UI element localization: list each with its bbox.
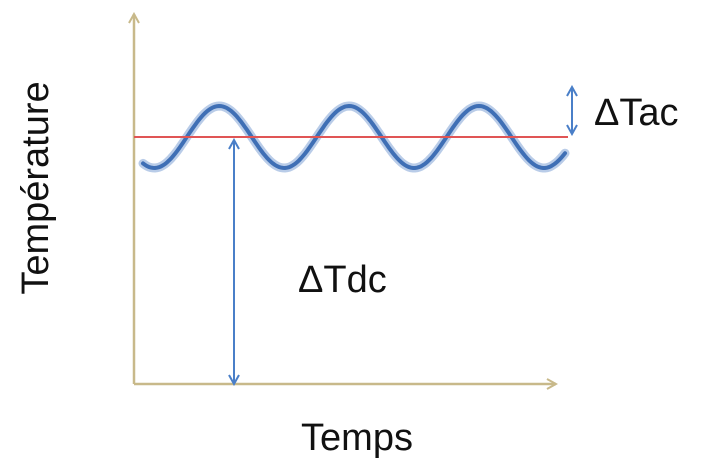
dc-amplitude-label: ΔTdc <box>298 259 387 301</box>
temperature-signal <box>141 103 567 171</box>
ac-amplitude-label: ΔTac <box>594 92 679 134</box>
y-axis-label: Température <box>15 81 57 294</box>
x-axis-label: Temps <box>301 417 413 459</box>
